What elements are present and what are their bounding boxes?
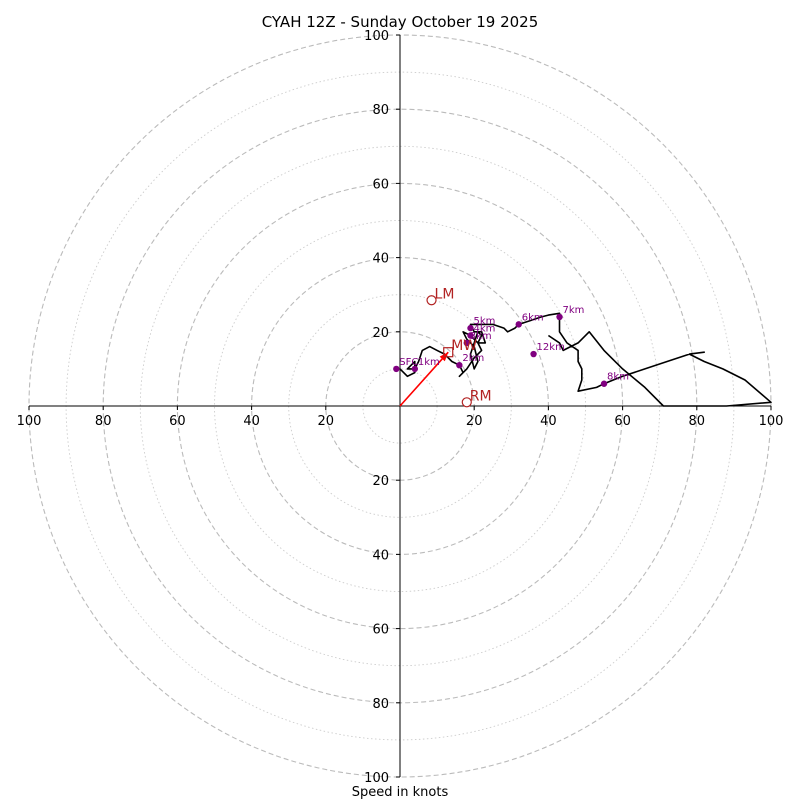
vector-line — [399, 351, 449, 407]
storm-motions: LM MW RM — [426, 286, 492, 408]
km-marker-dot — [393, 365, 400, 373]
y-tick-label: 80 — [372, 103, 389, 118]
km-marker-label: 7km — [563, 305, 585, 316]
y-tick-label: 60 — [372, 177, 389, 192]
km-marker-dot — [515, 321, 522, 328]
x-tick-label: 40 — [540, 414, 557, 429]
km-marker-dot — [600, 380, 608, 387]
storm-motion-label: LM — [435, 286, 455, 302]
km-marker-label: 5km — [473, 316, 495, 327]
km-marker-label: 2km — [462, 353, 484, 364]
y-tick-label: 100 — [364, 29, 389, 44]
storm-motion-marker — [426, 295, 437, 306]
km-marker-dot — [463, 339, 470, 347]
x-tick-label: 60 — [614, 414, 631, 429]
km-marker-label: SFC — [399, 357, 418, 368]
y-tick-label: 100 — [364, 771, 389, 786]
storm-motion-label: RM — [470, 388, 492, 404]
y-tick-label: 80 — [372, 697, 389, 712]
km-marker-label: 1km — [418, 357, 440, 368]
km-marker-dot — [530, 350, 537, 358]
tick-labels: 100 80 60 40 20 20 40 60 80 100 100 80 60 40 20 20 40 60 8… — [17, 29, 784, 786]
hodograph-line — [399, 312, 772, 407]
x-tick-label: 100 — [17, 414, 42, 429]
km-marker-label: 12km — [537, 342, 565, 353]
x-tick-label: 40 — [243, 414, 260, 429]
chart-title: CYAH 12Z - Sunday October 19 2025 — [262, 13, 539, 31]
x-tick-label: 80 — [689, 414, 706, 429]
km-marker-label: 4km — [473, 324, 495, 335]
km-marker-label: 8km — [607, 372, 629, 383]
storm-motion-label: MW — [451, 338, 477, 354]
km-marker-dot — [456, 361, 463, 369]
storm-motion-marker — [443, 347, 454, 358]
y-tick-label: 20 — [372, 326, 389, 341]
km-marker-dot — [556, 313, 563, 321]
y-tick-label: 20 — [372, 474, 389, 489]
y-tick-label: 40 — [372, 548, 389, 563]
y-tick-label: 40 — [372, 252, 389, 267]
km-marker-label: 6km — [522, 312, 544, 323]
km-marker-dot — [411, 365, 419, 373]
km-marker-dot — [467, 332, 474, 339]
x-axis-label: Speed in knots — [352, 785, 449, 800]
x-tick-label: 20 — [466, 414, 483, 429]
km-marker-dot — [467, 324, 474, 332]
y-tick-label: 60 — [372, 623, 389, 638]
x-tick-label: 80 — [95, 414, 112, 429]
km-marker-label: 3km — [470, 331, 492, 342]
storm-motion-marker — [461, 397, 472, 408]
x-tick-label: 100 — [759, 414, 784, 429]
x-tick-label: 20 — [318, 414, 335, 429]
hodograph-trace — [399, 312, 772, 407]
x-tick-label: 60 — [169, 414, 186, 429]
